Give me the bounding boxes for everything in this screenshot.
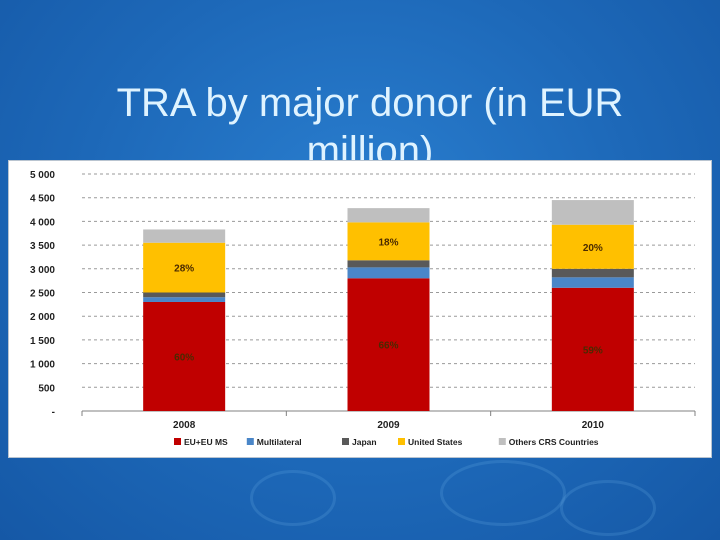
background-swirl [250,470,336,526]
slide-title: TRA by major donor (in EUR million) [20,79,720,175]
data-label: 20% [583,243,603,254]
legend-swatch [398,438,405,445]
legend-swatch [498,438,506,445]
y-tick-label: 500 [38,383,55,394]
background-swirl [560,480,656,536]
bar-segment [347,260,430,268]
bar-segment [347,222,430,261]
slide-title-line-1: TRA by major donor (in EUR [116,80,624,125]
y-tick-label: 3 000 [30,265,55,276]
data-label: 59% [583,345,603,356]
background-swirl [440,460,566,526]
x-tick-label: 2008 [173,420,196,431]
bar-segment [143,242,226,293]
y-tick-label: 4 000 [30,217,55,228]
legend-swatch [174,438,181,445]
y-tick-label: 1 000 [30,360,55,371]
bar-segment [551,268,634,278]
y-tick-label: 5 000 [30,170,55,181]
bar-segment [143,301,226,411]
bar-segment [551,224,634,269]
legend-swatch [342,438,349,445]
y-tick-label: - [52,407,55,418]
y-tick-label: 1 500 [30,336,55,347]
data-label: 60% [174,352,194,363]
bar-segment [551,200,634,225]
bar-segment [143,297,226,302]
bar-segment [347,267,430,279]
chart-panel: - 500 1 000 1 500 2 000 2 500 3 000 3 500 4 000 4… [8,160,712,458]
legend-label: Japan [352,437,377,447]
y-tick-label: 3 500 [30,241,55,252]
legend-label: Multilateral [257,437,302,447]
data-label: 18% [378,237,398,248]
legend-label: Others CRS Countries [509,437,599,447]
data-label: 28% [174,264,194,275]
bar-segment [347,208,430,223]
bar-segment [551,287,634,411]
bar-segment [143,292,226,298]
data-label: 66% [378,341,398,352]
legend-swatch [246,438,254,445]
legend-label: United States [408,437,463,447]
legend-label: EU+EU MS [184,437,228,447]
y-tick-label: 4 500 [30,194,55,205]
x-tick-label: 2009 [377,420,400,431]
bar-segment [143,229,226,243]
y-tick-label: 2 000 [30,312,55,323]
stacked-bar-chart: - 500 1 000 1 500 2 000 2 500 3 000 3 500 4 000 4… [30,170,696,447]
y-tick-label: 2 500 [30,289,55,300]
bar-segment [551,277,634,288]
x-tick-label: 2010 [582,420,605,431]
bar-segment [347,278,430,411]
